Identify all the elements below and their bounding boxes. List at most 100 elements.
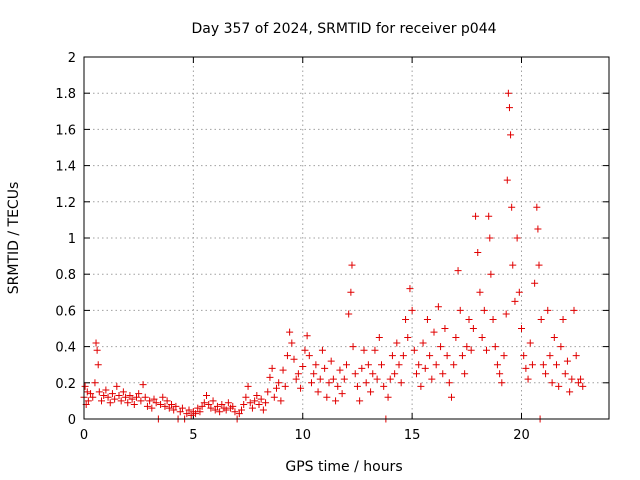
data-point — [454, 267, 462, 275]
data-point — [92, 339, 100, 347]
data-point — [399, 352, 407, 360]
data-point — [520, 352, 528, 360]
data-point — [178, 404, 186, 412]
data-point — [467, 346, 475, 354]
data-point — [332, 397, 340, 405]
data-point — [574, 379, 582, 387]
data-point — [508, 203, 516, 211]
data-point — [485, 212, 493, 220]
data-point — [430, 328, 438, 336]
y-axis-label: SRMTID / TECUs — [6, 182, 22, 295]
data-point — [273, 384, 280, 392]
data-point — [391, 370, 399, 378]
data-point — [299, 363, 307, 371]
data-point — [312, 361, 320, 369]
data-point — [483, 346, 490, 354]
data-point — [349, 343, 357, 351]
y-tick-label: 0.6 — [55, 304, 76, 319]
data-point — [572, 352, 580, 360]
data-point — [143, 402, 151, 410]
data-point — [509, 261, 517, 269]
data-point — [104, 393, 112, 401]
data-point — [205, 401, 213, 409]
data-point — [170, 406, 178, 414]
data-point — [356, 397, 364, 405]
data-point — [323, 393, 331, 401]
data-point — [535, 261, 543, 269]
data-point — [257, 395, 265, 403]
data-point — [480, 306, 488, 314]
data-point — [561, 370, 569, 378]
data-point — [100, 391, 108, 399]
data-point — [251, 397, 259, 405]
data-point — [504, 89, 512, 97]
data-point — [577, 375, 585, 383]
data-point — [472, 212, 480, 220]
data-point — [553, 361, 560, 369]
x-tick-label: 15 — [404, 428, 421, 443]
y-tick-label: 1.8 — [55, 87, 76, 102]
data-point — [546, 352, 554, 360]
data-point — [498, 379, 506, 387]
data-point — [303, 332, 311, 340]
data-point — [128, 395, 136, 403]
data-point — [150, 395, 158, 403]
data-point — [242, 393, 250, 401]
data-point — [87, 390, 95, 398]
data-point — [222, 406, 230, 414]
data-point — [570, 306, 578, 314]
data-point — [448, 393, 455, 401]
data-point — [408, 306, 416, 314]
data-point — [496, 370, 504, 378]
data-point — [216, 408, 224, 416]
data-point — [305, 352, 313, 360]
data-point — [98, 397, 105, 405]
data-point — [135, 390, 143, 398]
data-point — [246, 399, 254, 407]
data-point — [325, 379, 333, 387]
data-point — [255, 401, 263, 409]
data-point — [375, 334, 383, 342]
data-point — [555, 382, 563, 390]
data-point — [413, 370, 420, 378]
data-point — [253, 391, 261, 399]
data-point — [463, 343, 471, 351]
data-point — [386, 375, 394, 383]
data-point — [152, 399, 160, 407]
data-point — [452, 334, 460, 342]
data-point — [478, 334, 486, 342]
data-point — [410, 346, 418, 354]
data-point — [297, 384, 305, 392]
data-point — [200, 399, 208, 407]
data-point — [458, 352, 466, 360]
y-tick-label: 1 — [68, 232, 76, 247]
data-point — [445, 379, 453, 387]
data-point — [244, 382, 252, 390]
data-point — [176, 408, 184, 416]
data-point — [224, 399, 232, 407]
data-point — [384, 393, 392, 401]
data-point — [542, 370, 550, 378]
y-tick-label: 0 — [68, 413, 76, 428]
data-point — [115, 391, 123, 399]
data-point — [393, 339, 401, 347]
data-point — [165, 404, 173, 412]
data-point — [229, 402, 237, 410]
data-point — [476, 288, 484, 296]
data-point — [434, 303, 442, 311]
chart-title: Day 357 of 2024, SRMTID for receiver p04… — [191, 21, 496, 37]
data-point — [146, 397, 154, 405]
data-point — [137, 397, 145, 405]
data-point — [415, 361, 423, 369]
data-point — [318, 346, 326, 354]
data-point — [533, 203, 541, 211]
data-point — [402, 315, 410, 323]
data-point — [557, 343, 565, 351]
data-point — [308, 379, 315, 387]
data-point — [511, 297, 519, 305]
data-point — [211, 406, 219, 414]
data-point — [113, 382, 121, 390]
data-point — [106, 399, 114, 407]
data-point — [314, 388, 322, 396]
